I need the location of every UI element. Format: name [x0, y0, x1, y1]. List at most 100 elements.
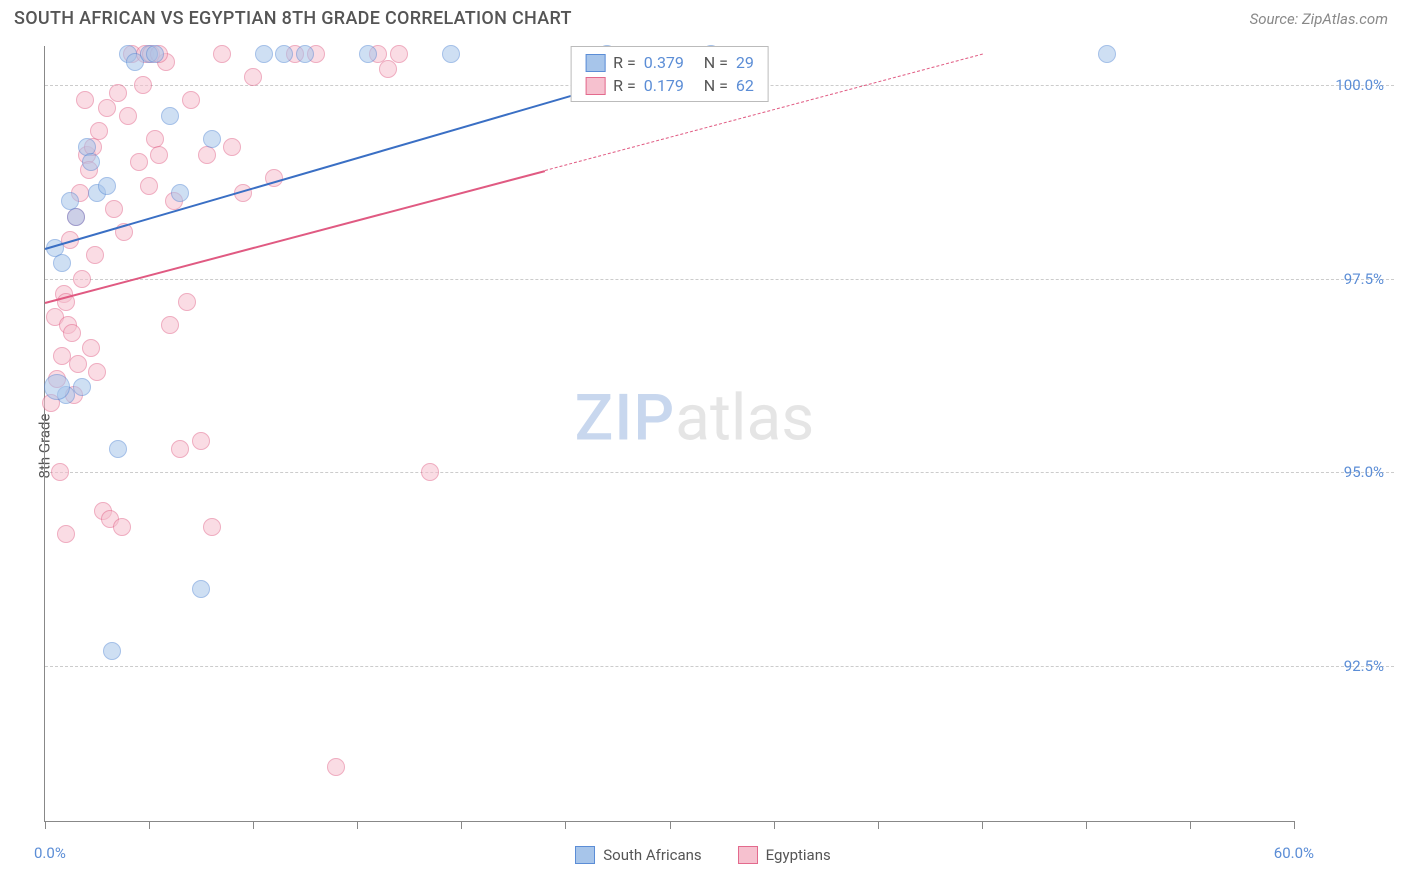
scatter-point	[69, 355, 87, 373]
x-tick	[774, 821, 775, 829]
scatter-point	[442, 45, 460, 63]
plot-area: ZIPatlas 92.5%95.0%97.5%100.0%R =0.379N …	[44, 46, 1294, 822]
scatter-point	[109, 84, 127, 102]
scatter-point	[53, 347, 71, 365]
scatter-point	[150, 146, 168, 164]
x-tick	[45, 821, 46, 829]
scatter-point	[105, 200, 123, 218]
y-tick-label: 100.0%	[1335, 76, 1384, 94]
x-tick	[149, 821, 150, 829]
corr-r-label: R =	[613, 53, 636, 72]
x-tick	[461, 821, 462, 829]
scatter-point	[379, 60, 397, 78]
scatter-point	[255, 45, 273, 63]
x-tick	[982, 821, 983, 829]
scatter-point	[421, 463, 439, 481]
corr-r-value: 0.379	[644, 53, 696, 72]
x-tick	[565, 821, 566, 829]
correlation-legend: R = 0.379 N = 29 R = 0.179 N = 62	[570, 46, 769, 102]
x-tick	[1294, 821, 1295, 829]
series-legend: South Africans Egyptians	[0, 846, 1406, 864]
scatter-point	[90, 122, 108, 140]
corr-n-value: 62	[736, 76, 754, 95]
scatter-point	[130, 153, 148, 171]
scatter-point	[161, 316, 179, 334]
chart-title: SOUTH AFRICAN VS EGYPTIAN 8TH GRADE CORR…	[14, 8, 572, 29]
legend-item-south-africans: South Africans	[575, 846, 701, 864]
x-tick	[357, 821, 358, 829]
scatter-point	[213, 45, 231, 63]
x-tick	[253, 821, 254, 829]
corr-swatch	[585, 54, 605, 72]
scatter-point	[103, 642, 121, 660]
scatter-point	[88, 363, 106, 381]
scatter-point	[73, 270, 91, 288]
scatter-point	[275, 45, 293, 63]
chart-source: Source: ZipAtlas.com	[1250, 10, 1388, 28]
scatter-point	[53, 254, 71, 272]
gridline-h	[45, 666, 1394, 667]
correlation-row: R = 0.379 N = 29	[585, 51, 754, 74]
gridline-h	[45, 279, 1394, 280]
scatter-point	[73, 378, 91, 396]
scatter-point	[67, 208, 85, 226]
corr-n-value: 29	[736, 53, 754, 72]
watermark-atlas: atlas	[675, 381, 814, 456]
corr-swatch	[585, 77, 605, 95]
corr-n-label: N =	[704, 76, 728, 95]
scatter-point	[82, 153, 100, 171]
watermark-zip: ZIP	[575, 381, 676, 456]
corr-n-label: N =	[704, 53, 728, 72]
legend-swatch	[575, 846, 595, 864]
watermark: ZIPatlas	[575, 381, 815, 456]
legend-item-egyptians: Egyptians	[738, 846, 831, 864]
y-tick-label: 92.5%	[1344, 657, 1384, 675]
x-tick	[1190, 821, 1191, 829]
correlation-row: R = 0.179 N = 62	[585, 74, 754, 97]
chart-container: ZIPatlas 92.5% 95.0% 97.5% 100.0% R = 0.379 N …	[44, 46, 1394, 832]
scatter-point	[51, 463, 69, 481]
scatter-point	[244, 68, 262, 86]
scatter-point	[296, 45, 314, 63]
scatter-point	[109, 440, 127, 458]
scatter-point	[192, 580, 210, 598]
y-tick-label: 95.0%	[1344, 463, 1384, 481]
scatter-point	[98, 177, 116, 195]
legend-label: Egyptians	[766, 846, 831, 864]
legend-label: South Africans	[603, 846, 701, 864]
scatter-point	[119, 107, 137, 125]
chart-header: SOUTH AFRICAN VS EGYPTIAN 8TH GRADE CORR…	[0, 0, 1406, 37]
corr-r-label: R =	[613, 76, 636, 95]
scatter-point	[192, 432, 210, 450]
scatter-point	[327, 758, 345, 776]
scatter-point	[203, 518, 221, 536]
scatter-point	[140, 177, 158, 195]
scatter-point	[390, 45, 408, 63]
scatter-point	[63, 324, 81, 342]
scatter-point	[113, 518, 131, 536]
gridline-h	[45, 472, 1394, 473]
scatter-point	[203, 130, 221, 148]
y-tick-label: 97.5%	[1344, 270, 1384, 288]
scatter-point	[82, 339, 100, 357]
scatter-point	[57, 525, 75, 543]
scatter-point	[171, 184, 189, 202]
scatter-point	[146, 45, 164, 63]
corr-r-value: 0.179	[644, 76, 696, 95]
scatter-point	[171, 440, 189, 458]
scatter-point	[134, 76, 152, 94]
scatter-point	[76, 91, 94, 109]
scatter-point	[98, 99, 116, 117]
legend-swatch	[738, 846, 758, 864]
scatter-point	[44, 374, 70, 400]
scatter-point	[86, 246, 104, 264]
scatter-point	[178, 293, 196, 311]
x-tick	[1086, 821, 1087, 829]
x-tick	[670, 821, 671, 829]
x-tick	[878, 821, 879, 829]
scatter-point	[182, 91, 200, 109]
scatter-point	[198, 146, 216, 164]
scatter-point	[223, 138, 241, 156]
scatter-point	[161, 107, 179, 125]
scatter-point	[359, 45, 377, 63]
